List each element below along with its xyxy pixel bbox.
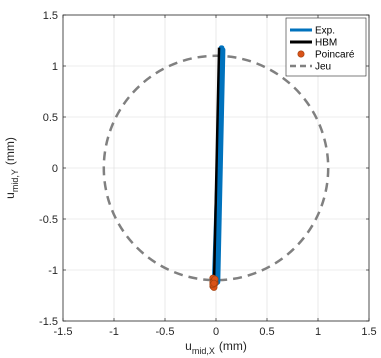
legend-label-hbm: HBM bbox=[315, 38, 337, 49]
poincare-point-12 bbox=[210, 279, 218, 287]
y-axis-label-base: u bbox=[3, 192, 17, 199]
x-axis-label: umid,X (mm) bbox=[185, 339, 247, 356]
y-tick-label-2: -0.5 bbox=[39, 214, 58, 226]
x-tick-label-2: -0.5 bbox=[156, 326, 175, 338]
x-tick-label-4: 0.5 bbox=[259, 326, 274, 338]
y-axis-label: umid,Y (mm) bbox=[3, 137, 20, 199]
y-axis-label-sub: mid,Y bbox=[10, 169, 20, 192]
x-tick-label-3: 0 bbox=[213, 326, 219, 338]
series-hbm-line bbox=[212, 47, 221, 286]
legend-label-poincare: Poincaré bbox=[315, 50, 355, 61]
axis-ticks: -1.5 -1 -0.5 0 0.5 1 1.5 -1.5 -1 -0.5 0 0.5 1 1.5 bbox=[39, 10, 377, 338]
legend-label-exp: Exp. bbox=[315, 26, 335, 37]
x-axis-label-sub: mid,X bbox=[192, 346, 215, 356]
x-axis-label-base: u bbox=[185, 339, 192, 353]
legend-swatch-poincare bbox=[297, 50, 305, 58]
plot-area bbox=[102, 45, 330, 291]
x-tick-label-5: 1 bbox=[315, 326, 321, 338]
y-tick-label-0: -1.5 bbox=[39, 316, 58, 328]
legend-box bbox=[285, 17, 367, 77]
x-axis-label-unit: (mm) bbox=[219, 339, 247, 353]
y-tick-label-1: -1 bbox=[48, 265, 58, 277]
legend-label-jeu: Jeu bbox=[315, 62, 331, 73]
x-tick-label-1: -1 bbox=[109, 326, 119, 338]
y-axis-label-unit: (mm) bbox=[3, 137, 17, 165]
legend: Exp. HBM Poincaré Jeu bbox=[285, 17, 367, 77]
series-jeu-circle bbox=[102, 54, 330, 282]
y-tick-label-3: 0 bbox=[52, 163, 58, 175]
x-tick-label-0: -1.5 bbox=[54, 326, 73, 338]
x-tick-label-6: 1.5 bbox=[361, 326, 376, 338]
y-tick-label-6: 1.5 bbox=[43, 10, 58, 22]
y-tick-label-4: 0.5 bbox=[43, 112, 58, 124]
y-tick-label-5: 1 bbox=[52, 61, 58, 73]
